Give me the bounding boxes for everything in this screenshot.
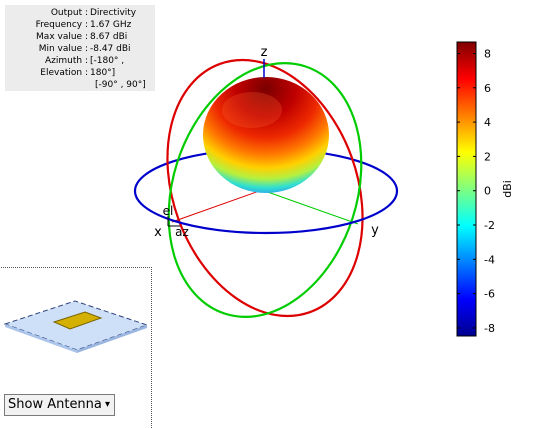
show-antenna-dropdown[interactable]: Show Antenna ▾ (4, 394, 115, 416)
info-output-row: Output : Directivity (5, 7, 155, 19)
info-min-row: Min value : -8.47 dBi (5, 43, 155, 55)
min-label: Min value : (38, 44, 88, 54)
colorbar-unit-label: dBi (501, 180, 514, 198)
azimuth-label: Azimuth : (45, 56, 88, 66)
elevation-label: Elevation : (40, 68, 88, 78)
azimuth-value: [-180° , (90, 56, 125, 66)
azimuth-ring-front (133, 190, 399, 235)
info-azimuth-row: Azimuth : [-180° , (5, 55, 155, 67)
y-plane-circle (167, 62, 363, 318)
colorbar-tick-label: -4 (484, 253, 495, 266)
x-axis-label: x (154, 225, 162, 240)
info-max-row: Max value : 8.67 dBi (5, 31, 155, 43)
info-panel: Output : Directivity Frequency : 1.67 GH… (5, 5, 155, 91)
frequency-label: Frequency : (35, 20, 88, 30)
frequency-value: 1.67 GHz (90, 20, 132, 30)
colorbar-tick-label: 4 (484, 116, 491, 129)
y-axis-label: y (371, 223, 379, 238)
colorbar-tick-label: -8 (484, 322, 495, 335)
z-axis-label: z (261, 45, 268, 60)
output-label: Output : (50, 8, 88, 18)
y-axis-line (261, 189, 359, 225)
info-elevation-range-row: [-90° , 90°] (5, 79, 155, 91)
colorbar-tick-label: 2 (484, 150, 491, 163)
info-elevation-row: Elevation : 180°] (5, 67, 155, 79)
colorbar (456, 41, 477, 337)
max-label: Max value : (36, 32, 88, 42)
radiation-lobe (203, 77, 329, 193)
patch-element (52, 311, 103, 330)
elevation-value: 180°] (90, 68, 116, 78)
ground-plane-edge (5, 324, 77, 353)
x-axis-line (171, 189, 263, 223)
info-frequency-row: Frequency : 1.67 GHz (5, 19, 155, 31)
colorbar-tick-label: 8 (484, 47, 491, 60)
elevation-arrow-label: el (163, 204, 174, 218)
antenna-preview (3, 300, 149, 353)
dropdown-selected-value: Show Antenna (8, 397, 102, 412)
colorbar-tick-label: 0 (484, 185, 491, 198)
antenna-panel-border (0, 267, 152, 428)
colorbar-tick-label: -2 (484, 219, 495, 232)
chevron-down-icon: ▾ (104, 399, 110, 410)
colorbar-tick-label: -6 (484, 288, 495, 301)
min-value: -8.47 dBi (90, 44, 131, 54)
colorbar-tick-label: 6 (484, 82, 491, 95)
ground-plane-side (77, 325, 147, 353)
azimuth-arrow-label: az (175, 225, 189, 239)
output-value: Directivity (90, 8, 137, 18)
colorbar-ticks: 8 6 4 2 0 -2 -4 -6 -8 (457, 47, 495, 335)
elevation-range: [-90° , 90°] (95, 80, 146, 90)
lobe-highlight (222, 92, 282, 128)
max-value: 8.67 dBi (90, 32, 128, 42)
